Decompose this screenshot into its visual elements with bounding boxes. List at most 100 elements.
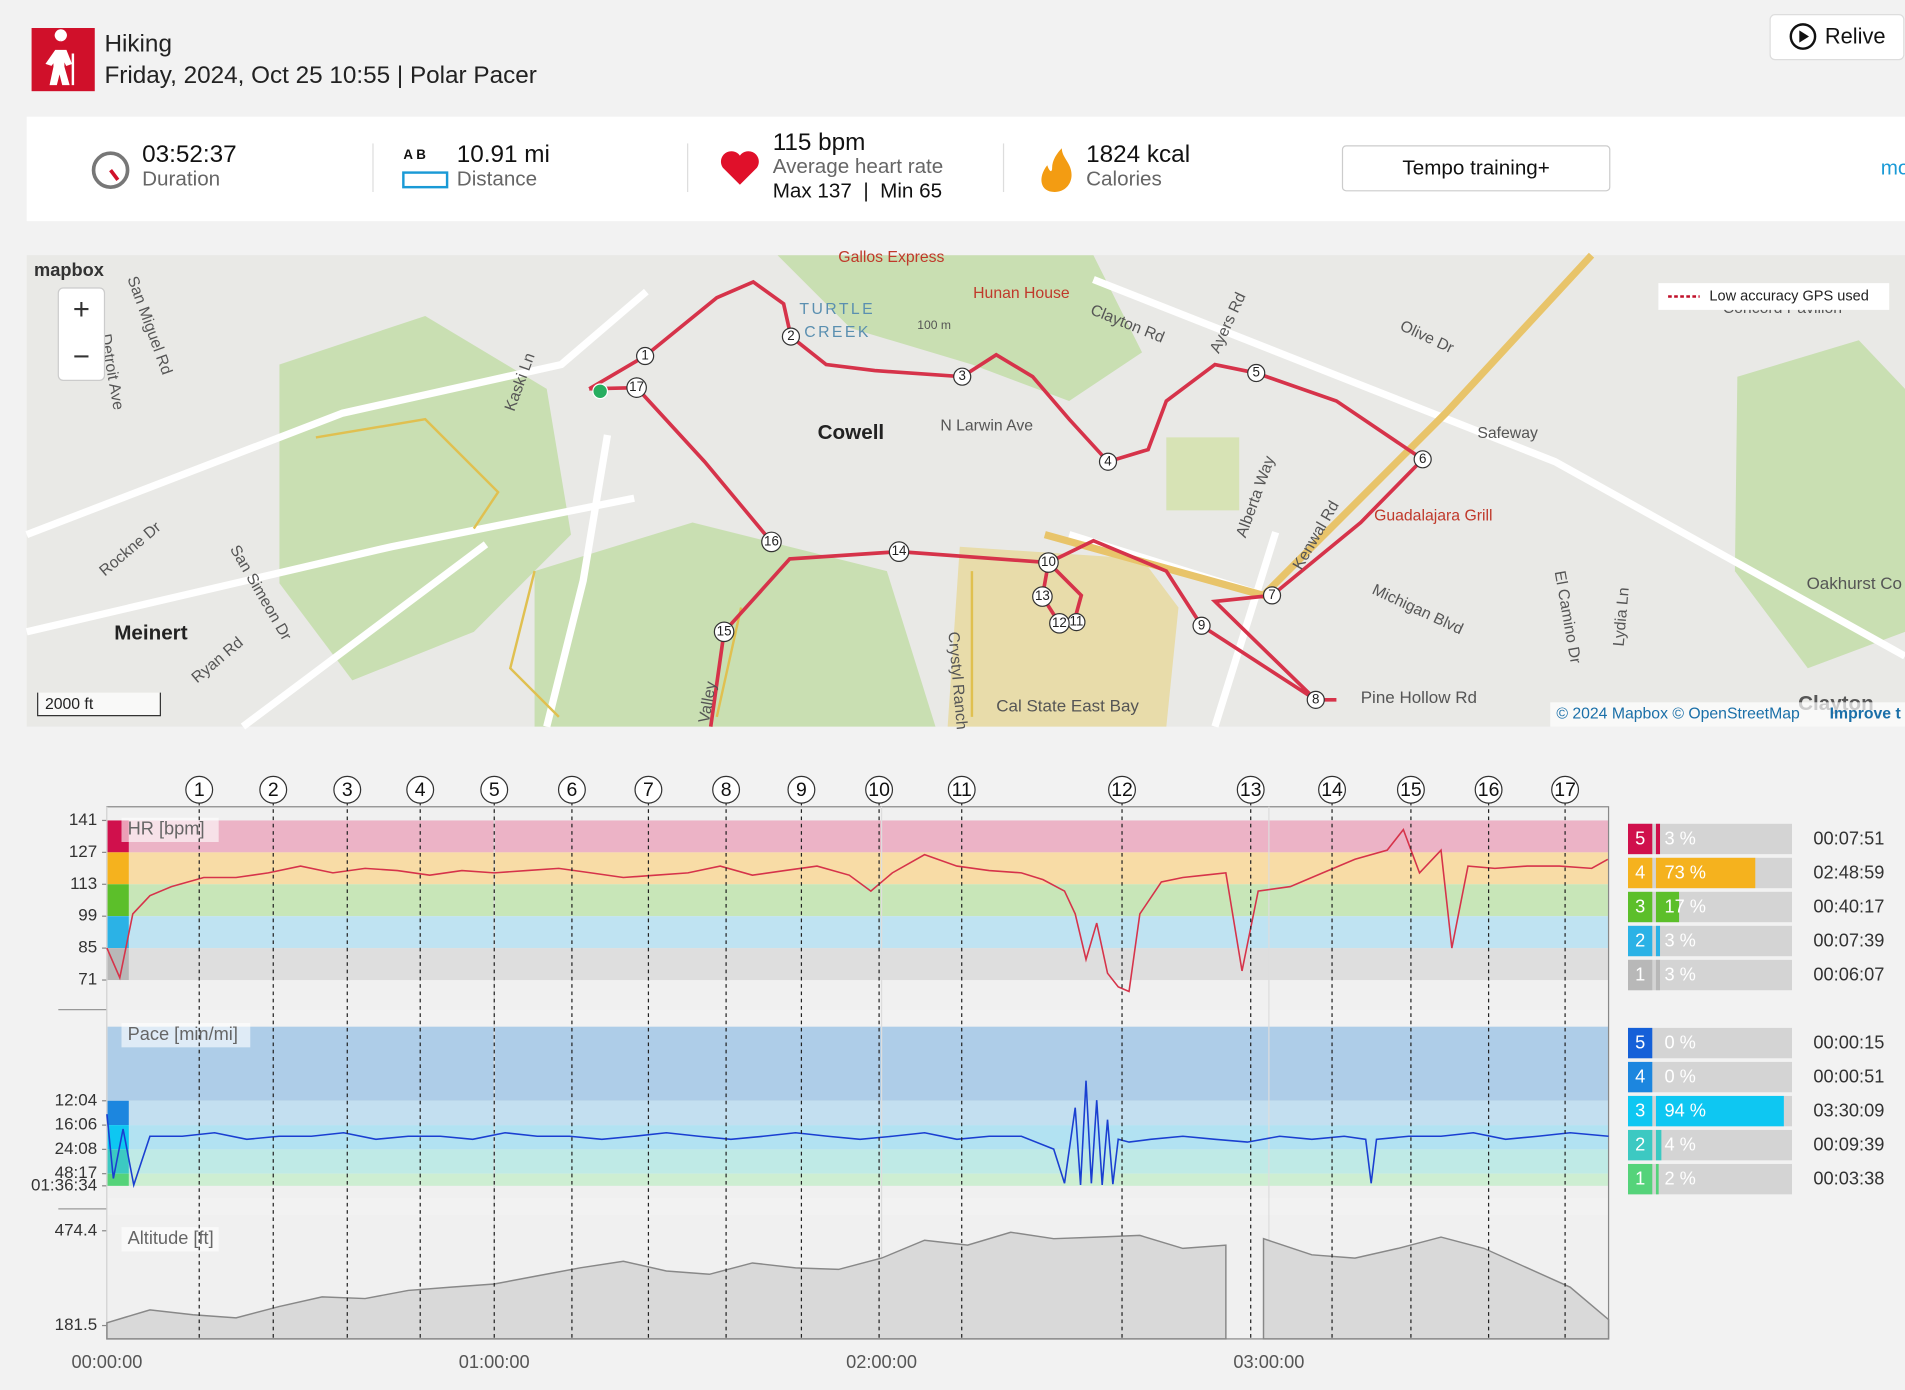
map-label: 100 m [917, 318, 951, 332]
zone-band [106, 948, 1609, 981]
lap-label: 3 [342, 779, 353, 801]
marker-label: 5 [1253, 365, 1260, 380]
zone-pct: 3 % [1664, 964, 1695, 984]
zone-track [1627, 1061, 1793, 1093]
lap-label: 13 [1240, 779, 1262, 801]
route-markers: 1 2 3 4 5 6 7 8 9 10 11 12 13 14 15 16 1… [626, 327, 1432, 709]
training[interactable]: Tempo training+ [1402, 156, 1549, 179]
panel-title-bg [121, 1023, 251, 1048]
header: Hiking Friday, 2024, Oct 25 10:55 | Pola… [31, 14, 1905, 92]
lap-label: 15 [1400, 779, 1422, 801]
zone-band [106, 916, 1609, 949]
map-label: CREEK [804, 324, 871, 341]
x-tick-label: 00:00:00 [71, 1352, 142, 1372]
zone-number-bg [1627, 1095, 1653, 1127]
zone-pct: 2 % [1664, 1169, 1695, 1189]
lap-label: 8 [721, 779, 732, 801]
distance: 10.91 mi [457, 141, 550, 168]
zone-bar [1655, 1163, 1659, 1195]
marker-label: 11 [1069, 614, 1083, 629]
marker [626, 377, 647, 398]
zone-time: 00:07:39 [1813, 930, 1884, 950]
marker [713, 621, 735, 643]
zone-number: 5 [1635, 828, 1645, 848]
training-button[interactable] [1341, 145, 1611, 192]
lap-label: 11 [952, 779, 972, 801]
marker [781, 327, 801, 346]
zone-bar [1655, 959, 1661, 991]
zone-number-bg [1627, 1027, 1653, 1059]
map-label: N Larwin Ave [940, 418, 1033, 435]
marker [761, 531, 782, 553]
y-tick-label: 474.4 [55, 1220, 98, 1239]
zone-bar [1655, 1095, 1784, 1127]
zone-track [1627, 891, 1793, 923]
legend-box [1658, 283, 1890, 310]
ab: A B [403, 147, 426, 162]
relive[interactable]: Relive [1825, 24, 1886, 49]
zone-number: 4 [1635, 862, 1645, 882]
campus [947, 546, 1179, 727]
flame [1041, 148, 1072, 193]
subtitle: Friday, 2024, Oct 25 10:55 | Polar Pacer [104, 62, 536, 89]
y-tick-label: 71 [78, 970, 97, 989]
zone-time: 00:40:17 [1813, 896, 1884, 916]
marker-label: 12 [1052, 615, 1067, 630]
lap-marker [185, 775, 214, 804]
lap-label: 7 [643, 779, 654, 801]
park [777, 255, 1143, 401]
y-tick-label: 12:04 [55, 1090, 98, 1109]
lap-marker [1318, 775, 1347, 804]
marker-label: 13 [1035, 588, 1050, 603]
marker-label: 6 [1419, 451, 1426, 466]
marker [1262, 586, 1282, 605]
trails [315, 417, 974, 718]
attribution-bg [1550, 702, 1905, 727]
x-tick-label: 02:00:00 [846, 1352, 917, 1372]
sport: Hiking [104, 30, 171, 57]
zone-number-bg [1627, 891, 1653, 923]
marker-label: 1 [641, 348, 648, 363]
panel-title-bg [121, 817, 219, 843]
improve-link[interactable]: Improve t [1830, 706, 1902, 723]
zone-number-bg [1627, 959, 1653, 991]
zone-track [1627, 925, 1793, 957]
zone-time: 00:06:07 [1813, 964, 1884, 984]
map-label: Pine Hollow Rd [1361, 688, 1477, 707]
zone-track [1627, 1027, 1793, 1059]
zone-number: 2 [1635, 930, 1645, 950]
zone-number: 1 [1635, 964, 1645, 984]
marker-label: 8 [1312, 691, 1319, 706]
altitude-area [106, 1231, 1610, 1340]
zone-number: 4 [1635, 1067, 1645, 1087]
zone-band [106, 1149, 1609, 1174]
zone-chip [106, 948, 129, 981]
marker [1098, 452, 1118, 471]
field [1166, 437, 1240, 511]
more-link[interactable]: mo [1881, 156, 1905, 179]
zoom-in[interactable]: + [73, 294, 90, 326]
marker-label: 4 [1104, 453, 1112, 468]
lap-marker [787, 775, 816, 804]
zoom-control [57, 287, 106, 381]
y-tick-label: 24:08 [55, 1139, 98, 1158]
map-label: Hunan House [973, 285, 1070, 302]
lap-marker [712, 775, 741, 804]
charts: 14112711399857112:0416:0624:0848:1701:36… [31, 775, 1884, 1372]
map-label: Cowell [818, 421, 885, 444]
stopwatch-hand [109, 169, 120, 181]
lap-marker [480, 775, 509, 804]
zoom-out[interactable]: − [73, 341, 90, 373]
map-label: Gallos Express [838, 249, 944, 266]
zone-bar [1655, 857, 1756, 889]
hr: 115 bpm [773, 129, 866, 156]
lap-marker [406, 775, 435, 804]
marker [888, 541, 910, 562]
zone-band [106, 852, 1609, 885]
y-tick-label: 16:06 [55, 1115, 98, 1134]
lap-marker [1551, 775, 1580, 804]
map-label: Lydia Ln [1611, 587, 1633, 647]
calories: 1824 kcal [1086, 141, 1190, 168]
hr-line [106, 828, 1609, 993]
zone-bar [1655, 1129, 1662, 1161]
